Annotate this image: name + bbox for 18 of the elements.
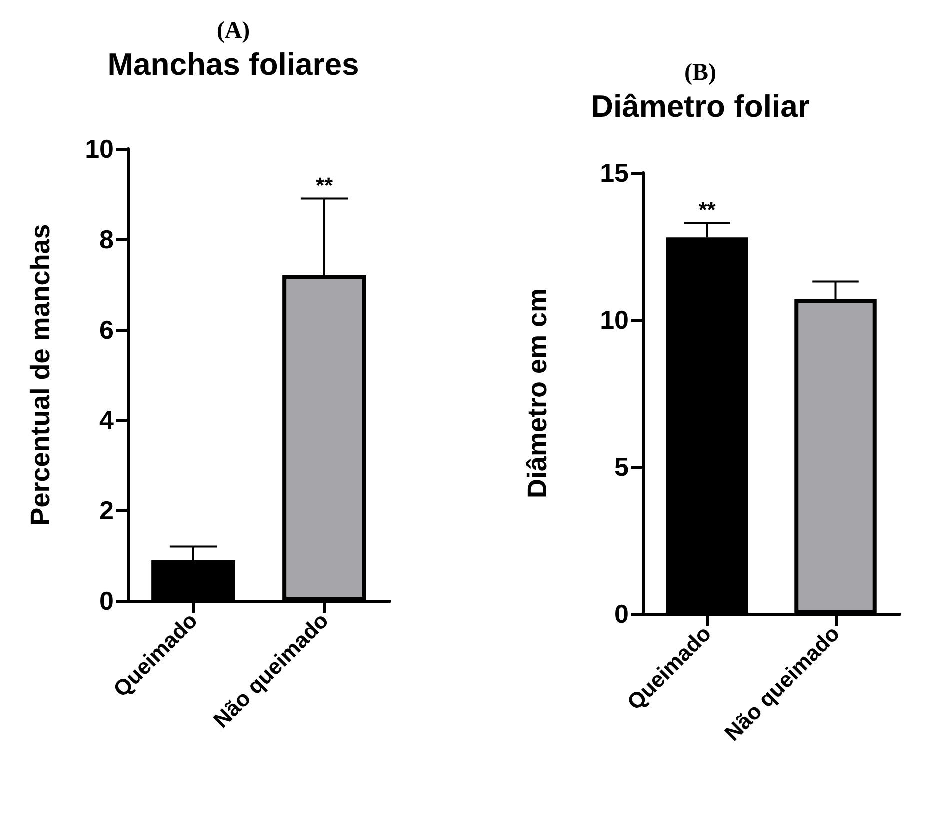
- chart-title: (B): [684, 60, 716, 86]
- annotation: **: [698, 197, 716, 222]
- annotation: **: [316, 173, 334, 198]
- y-tick-label: 0: [614, 599, 629, 629]
- y-tick-label: 10: [600, 305, 629, 335]
- y-tick-label: 0: [100, 586, 114, 616]
- chart-subtitle: Diâmetro foliar: [591, 89, 810, 124]
- y-tick-label: 4: [100, 405, 115, 436]
- y-tick-label: 6: [100, 314, 114, 345]
- y-axis-title: Diâmetro em cm: [522, 288, 552, 499]
- y-tick-label: 15: [600, 158, 629, 188]
- y-tick-label: 5: [614, 452, 629, 482]
- y-tick-label: 2: [100, 496, 114, 526]
- y-tick-label: 10: [85, 134, 114, 164]
- chart-subtitle: Manchas foliares: [108, 47, 360, 82]
- y-axis-title: Percentual de manchas: [26, 224, 56, 526]
- y-tick-label: 8: [100, 224, 114, 254]
- chart-title: (A): [216, 18, 250, 44]
